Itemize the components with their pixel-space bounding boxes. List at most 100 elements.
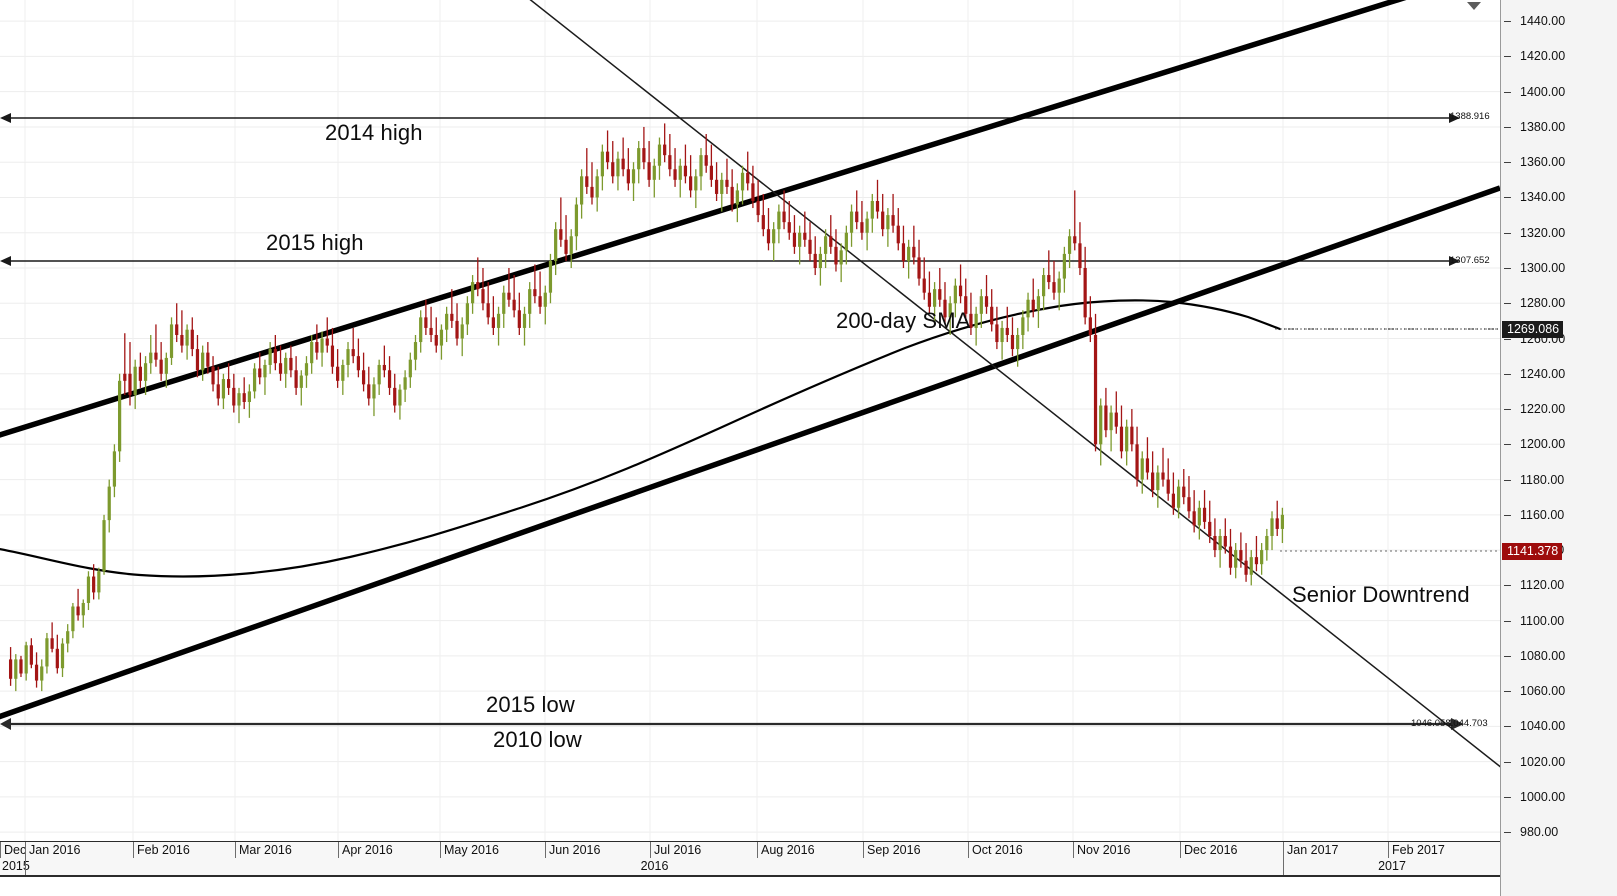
upper-channel-line	[0, 0, 1407, 438]
candle-body	[709, 165, 713, 180]
candle-body	[252, 368, 257, 392]
tick-dash: –	[1504, 719, 1511, 734]
price-tick-label: 1100.00	[1520, 613, 1565, 628]
candle-body	[699, 155, 703, 177]
price-tick-label: 1440.00	[1520, 14, 1566, 29]
candle-body	[964, 296, 968, 314]
price-tick-label: 1420.00	[1520, 49, 1566, 64]
candle-body	[107, 486, 111, 521]
candle-body	[1052, 282, 1056, 293]
annotation-senior-downtrend: Senior Downtrend	[1292, 582, 1470, 607]
time-tick-oct-2016: Oct 2016	[968, 842, 1073, 859]
price-axis[interactable]: –1440.00–1420.00–1400.00–1380.00–1360.00…	[1500, 0, 1617, 841]
candle-body	[1109, 412, 1113, 431]
candle-body	[657, 144, 662, 166]
candle-body	[351, 349, 355, 357]
price-tick: –1300.00	[1501, 261, 1617, 275]
candle-body	[1119, 426, 1124, 452]
candle-body	[1254, 557, 1259, 565]
candle-body	[502, 292, 506, 314]
tick-dash: –	[1504, 119, 1511, 134]
candle-body	[424, 317, 428, 328]
candle-body	[491, 317, 495, 328]
candle-body	[1000, 327, 1004, 343]
candle-body	[1088, 317, 1092, 335]
candle-body	[1140, 458, 1144, 480]
candle-body	[1239, 550, 1243, 561]
vertical-gridlines	[24, 0, 1389, 841]
tick-dash: –	[1504, 613, 1511, 628]
candle-body	[221, 379, 226, 399]
time-tick-aug-2016: Aug 2016	[757, 842, 863, 859]
candle-body	[419, 317, 423, 343]
scroll-down-caret[interactable]	[1467, 2, 1481, 10]
candle-body	[1067, 236, 1072, 254]
candle-body	[1265, 535, 1269, 551]
price-tick-label: 1380.00	[1520, 119, 1566, 134]
candle-body	[725, 179, 729, 187]
candle-body	[164, 357, 168, 374]
year-tick-2016: 2016	[25, 858, 1283, 875]
candle-body	[668, 155, 672, 170]
candlestick-series	[8, 123, 1285, 692]
tick-dash: –	[1504, 366, 1511, 381]
candle-body	[798, 232, 802, 247]
candle-body	[413, 342, 418, 360]
candle-body	[201, 352, 205, 371]
candle-body	[470, 282, 475, 304]
candle-body	[839, 250, 843, 265]
candle-body	[844, 232, 848, 251]
time-tick-jan-2017: Jan 2017	[1283, 842, 1388, 859]
candle-body	[242, 393, 246, 402]
candle-body	[1208, 521, 1212, 536]
chart-plot-area[interactable]: 2014 high 2015 high 200-day SMA Senior D…	[0, 0, 1500, 841]
tick-dash: –	[1504, 754, 1511, 769]
tick-dash: –	[1504, 402, 1511, 417]
candle-body	[938, 289, 942, 300]
candle-body	[621, 158, 625, 170]
candle-body	[377, 364, 381, 385]
time-tick-mar-2016: Mar 2016	[235, 842, 338, 859]
candle-body	[315, 342, 319, 353]
candle-body	[704, 155, 708, 166]
tick-dash: –	[1504, 14, 1511, 29]
candle-body	[875, 200, 880, 212]
candle-body	[460, 324, 464, 339]
senior-downtrend-line	[529, 0, 1500, 768]
candle-body	[71, 606, 75, 632]
price-tick-label: 1160.00	[1520, 507, 1565, 522]
candle-body	[133, 366, 137, 395]
price-tick: –1060.00	[1501, 684, 1617, 698]
candle-body	[1047, 275, 1051, 283]
candle-body	[580, 176, 584, 205]
candle-body	[860, 222, 864, 233]
candle-body	[777, 211, 781, 230]
candle-body	[823, 236, 828, 254]
price-tick: –1000.00	[1501, 790, 1617, 804]
candle-body	[465, 303, 470, 325]
candle-body	[901, 243, 906, 261]
candle-body	[569, 236, 573, 254]
tick-dash: –	[1504, 578, 1511, 593]
candle-body	[169, 324, 174, 358]
candle-body	[299, 375, 303, 388]
candle-body	[330, 345, 335, 367]
candle-body	[896, 225, 900, 244]
candle-body	[185, 329, 189, 346]
level-2010-low	[0, 718, 1464, 730]
price-tick: –1180.00	[1501, 473, 1617, 487]
axis-corner	[1500, 841, 1617, 896]
candle-body	[683, 165, 688, 177]
price-tick-label: 1180.00	[1520, 472, 1565, 487]
candle-body	[995, 324, 999, 343]
tick-dash: –	[1504, 49, 1511, 64]
price-tick: –1240.00	[1501, 367, 1617, 381]
candle-body	[1260, 550, 1264, 565]
candle-body	[1073, 236, 1077, 244]
candle-body	[258, 368, 262, 378]
time-tick-jul-2016: Jul 2016	[650, 842, 757, 859]
candle-body	[1218, 535, 1222, 551]
axis-bottom-rule	[0, 875, 1500, 876]
candle-body	[714, 179, 719, 194]
candle-body	[367, 384, 371, 399]
